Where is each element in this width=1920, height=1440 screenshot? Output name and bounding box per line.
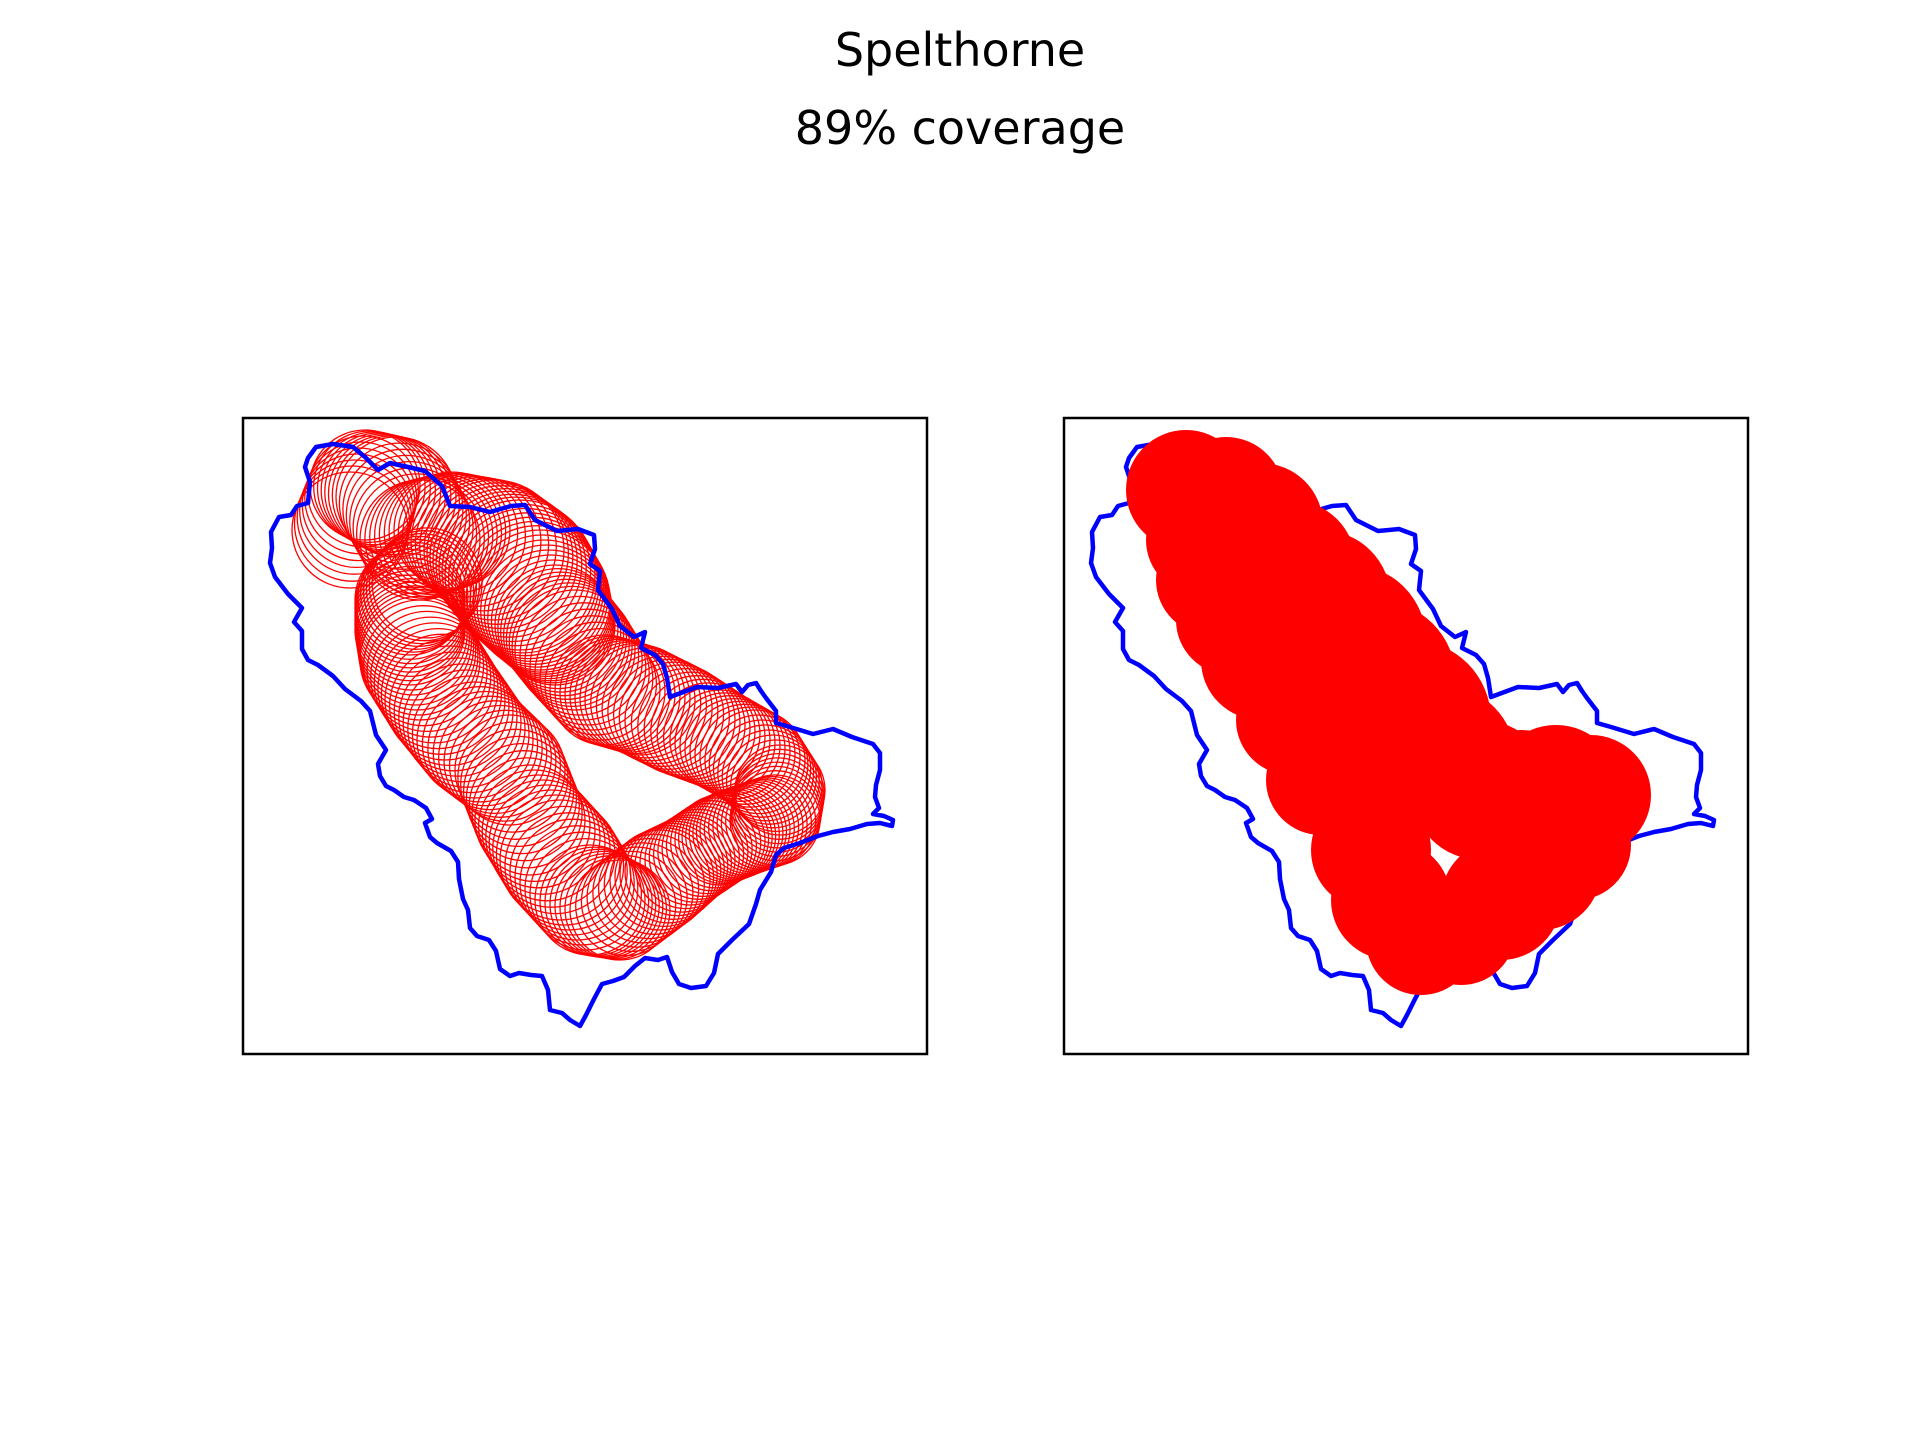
- coverage-circle: [519, 595, 640, 716]
- coverage-circle: [365, 532, 478, 645]
- coverage-circle: [717, 724, 815, 822]
- panel-circle-outlines: [241, 416, 929, 1056]
- coverage-circle: [692, 787, 784, 879]
- panel-filled-coverage: [1062, 416, 1750, 1056]
- coverage-circle: [694, 703, 796, 805]
- coverage-circle: [609, 829, 711, 931]
- coverage-circle: [357, 541, 469, 653]
- coverage-circle: [504, 805, 625, 926]
- coverage-circle: [648, 811, 740, 903]
- coverage-circle: [495, 794, 616, 915]
- coverage-circle: [624, 822, 722, 920]
- coverage-circle: [539, 846, 650, 957]
- coverage-circle: [712, 719, 812, 818]
- coverage-fill-blob: [1146, 485, 1256, 595]
- coverage-circle: [354, 544, 466, 656]
- coverage-circle: [454, 714, 566, 826]
- coverage-circle: [296, 459, 413, 575]
- coverage-circle: [685, 790, 777, 882]
- coverage-circle: [414, 477, 550, 612]
- coverage-circle: [607, 655, 719, 768]
- figure-title: Spelthorne: [834, 23, 1086, 77]
- coverage-circle: [597, 837, 700, 940]
- coverage-circle: [402, 663, 522, 783]
- coverage-circle: [534, 615, 650, 731]
- coverage-circle: [360, 538, 472, 650]
- left-coverage-circles: [291, 429, 826, 961]
- coverage-circle: [554, 852, 660, 959]
- coverage-circle: [721, 729, 818, 825]
- coverage-circle: [492, 789, 611, 908]
- coverage-circle: [586, 846, 688, 948]
- coverage-circle: [362, 535, 475, 648]
- coverage-circle: [369, 477, 490, 598]
- coverage-circle: [465, 742, 578, 855]
- coverage-circle: [316, 431, 431, 546]
- coverage-circle: [704, 709, 806, 811]
- coverage-circle: [427, 690, 543, 807]
- coverage-circle: [549, 850, 657, 958]
- coverage-circle: [579, 642, 691, 755]
- coverage-circle: [689, 700, 791, 803]
- coverage-circle: [497, 567, 619, 690]
- coverage-circle: [614, 827, 715, 928]
- coverage-circle: [574, 641, 686, 753]
- coverage-circle: [603, 833, 705, 935]
- coverage-circle: [397, 472, 519, 594]
- coverage-circle: [725, 734, 820, 829]
- coverage-circle: [514, 589, 636, 711]
- coverage-circle: [441, 496, 592, 647]
- coverage-circle: [462, 735, 575, 848]
- coverage-circle: [539, 621, 654, 736]
- coverage-circle: [432, 695, 548, 811]
- coverage-circle: [695, 785, 788, 878]
- coverage-circle: [370, 616, 492, 738]
- coverage-circle: [529, 837, 643, 951]
- coverage-circle: [457, 721, 569, 833]
- left-borough-boundary: [267, 441, 896, 1029]
- coverage-subtitle: 89% coverage: [794, 101, 1126, 155]
- coverage-circle: [410, 475, 542, 607]
- coverage-circle: [388, 645, 510, 767]
- coverage-circle: [652, 808, 745, 900]
- coverage-circle: [511, 585, 633, 708]
- coverage-circle: [508, 582, 630, 704]
- right-borough-boundary: [1088, 441, 1717, 1029]
- coverage-circle: [564, 857, 668, 960]
- coverage-circle: [519, 825, 635, 941]
- coverage-circle: [368, 530, 480, 642]
- coverage-circle: [502, 575, 625, 697]
- coverage-circle: [471, 757, 583, 869]
- coverage-circle: [377, 627, 499, 750]
- coverage-circle: [371, 527, 483, 639]
- coverage-circle: [423, 479, 565, 621]
- coverage-circle: [481, 774, 596, 889]
- right-coverage-fill: [1126, 430, 1651, 995]
- coverage-circle: [474, 764, 586, 876]
- coverage-circle: [529, 608, 647, 726]
- coverage-circle: [485, 779, 601, 895]
- coverage-circle: [438, 700, 552, 815]
- coverage-circle: [499, 799, 621, 921]
- coverage-circle: [650, 678, 756, 785]
- coverage-circle: [524, 831, 639, 946]
- coverage-circle: [393, 651, 514, 772]
- coverage-circle: [674, 794, 766, 886]
- coverage-circle: [524, 602, 643, 721]
- coverage-circle: [677, 792, 770, 885]
- coverage-circle: [661, 802, 753, 895]
